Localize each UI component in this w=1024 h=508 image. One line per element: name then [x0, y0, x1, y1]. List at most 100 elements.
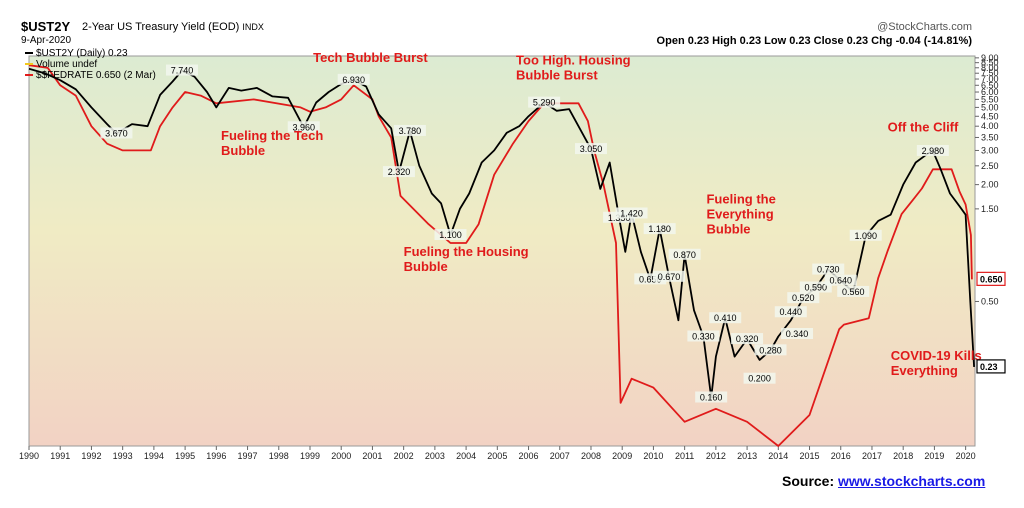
value-label-text: 0.320: [736, 334, 759, 344]
annotation-text: COVID-19 Kills Everything: [891, 348, 982, 378]
value-label-text: 0.640: [829, 276, 852, 286]
x-tick-label: 1994: [144, 451, 164, 461]
value-label-bg: [615, 207, 648, 219]
value-label: 1.100: [434, 229, 467, 241]
annotation-text: Fueling the Tech Bubble: [221, 128, 323, 158]
fedrate-line: [28, 64, 973, 447]
value-label-text: 0.590: [805, 283, 828, 293]
source-link[interactable]: www.stockcharts.com: [838, 473, 986, 489]
value-label: 0.640: [824, 274, 857, 286]
stockcharts-logo: @StockCharts.com: [877, 21, 972, 33]
value-label: 3.670: [100, 127, 133, 139]
chart-name: 2-Year US Treasury Yield (EOD) INDX: [82, 21, 264, 33]
last-value-text: 0.650: [980, 274, 1003, 284]
chart-name-suffix: INDX: [242, 22, 264, 32]
value-label-text: 2.980: [922, 146, 945, 156]
x-tick-label: 2003: [425, 451, 445, 461]
x-tick-label: 2012: [706, 451, 726, 461]
x-tick-label: 1991: [50, 451, 70, 461]
value-label-text: 3.960: [292, 122, 315, 132]
chart-name-text: 2-Year US Treasury Yield (EOD): [82, 21, 240, 33]
value-label-text: 0.560: [842, 287, 865, 297]
value-label: 1.180: [643, 223, 676, 235]
value-label: 0.870: [668, 248, 701, 260]
x-tick-label: 2008: [581, 451, 601, 461]
x-tick-label: 2014: [768, 451, 788, 461]
value-label-text: 1.420: [620, 208, 643, 218]
value-label-bg: [287, 121, 320, 133]
last-value-box: [976, 271, 1006, 286]
value-label-text: 1.100: [439, 230, 462, 240]
value-label-bg: [799, 281, 832, 293]
value-label-bg: [634, 273, 667, 285]
value-label: 0.410: [709, 312, 742, 324]
value-label: 0.340: [781, 327, 814, 339]
value-label-text: 0.330: [692, 331, 715, 341]
value-label-bg: [574, 143, 607, 155]
x-tick-label: 1996: [206, 451, 226, 461]
value-label-bg: [837, 285, 870, 297]
value-label: 1.090: [849, 229, 882, 241]
x-tick-label: 2013: [737, 451, 757, 461]
annotation-text: Fueling the Housing Bubble: [404, 244, 529, 274]
annotation-line: Bubble Burst: [516, 68, 598, 83]
value-label-bg: [812, 263, 845, 275]
annotation-text: Fueling the Everything Bubble: [706, 191, 775, 236]
value-label: 0.560: [837, 285, 870, 297]
value-label-text: 0.410: [714, 313, 737, 323]
value-label-text: 0.870: [673, 250, 696, 260]
x-tick-label: 1990: [19, 451, 39, 461]
value-label: 1.420: [615, 207, 648, 219]
value-label-text: 3.780: [399, 126, 422, 136]
x-tick-label: 2015: [800, 451, 820, 461]
y-tick-label: 8.00: [981, 63, 999, 73]
value-label-text: 1.090: [854, 231, 877, 241]
value-label-bg: [668, 248, 701, 260]
value-label: 2.980: [916, 145, 949, 157]
value-label: 0.520: [787, 292, 820, 304]
x-tick-label: 2009: [612, 451, 632, 461]
value-label: 0.440: [774, 306, 807, 318]
value-label-bg: [743, 372, 776, 384]
value-label-text: 2.320: [388, 167, 411, 177]
legend-label: Volume undef: [36, 59, 97, 70]
y-tick-label: 2.00: [981, 180, 999, 190]
y-tick-label: 3.00: [981, 145, 999, 155]
x-tick-label: 2006: [519, 451, 539, 461]
value-label: 0.670: [653, 270, 686, 282]
value-label: 3.960: [287, 121, 320, 133]
annotation-line: Bubble: [404, 259, 448, 274]
value-label-text: 7.740: [171, 66, 194, 76]
y-tick-label: 8.50: [981, 58, 999, 68]
value-label: 0.320: [731, 333, 764, 345]
value-label-text: 6.930: [342, 75, 365, 85]
value-label-bg: [643, 223, 676, 235]
value-label-bg: [787, 292, 820, 304]
legend-label: $$FEDRATE 0.650 (2 Mar): [36, 70, 156, 81]
value-label: 3.050: [574, 143, 607, 155]
y-tick-label: 4.50: [981, 111, 999, 121]
y-tick-label: 7.00: [981, 74, 999, 84]
plot-area: [28, 55, 976, 447]
x-tick-label: 1992: [81, 451, 101, 461]
x-tick-label: 2010: [643, 451, 663, 461]
y-tick-label: 1.50: [981, 204, 999, 214]
x-tick-label: 2004: [456, 451, 476, 461]
y-tick-label: 5.50: [981, 94, 999, 104]
value-label-text: 1.180: [648, 224, 671, 234]
value-label-bg: [731, 333, 764, 345]
value-label-text: 3.670: [105, 128, 128, 138]
value-label: 2.320: [382, 166, 415, 178]
y-tick-label: 5.00: [981, 102, 999, 112]
x-tick-label: 2002: [394, 451, 414, 461]
x-tick-label: 1997: [238, 451, 258, 461]
x-tick-label: 2018: [893, 451, 913, 461]
value-label-bg: [653, 270, 686, 282]
value-label: 0.330: [687, 330, 720, 342]
last-value-tag: 0.650: [976, 271, 1006, 286]
chart-date: 9-Apr-2020: [21, 35, 72, 46]
y-tick-label: 3.50: [981, 132, 999, 142]
value-label: 0.200: [743, 372, 776, 384]
value-label-text: 0.160: [700, 393, 723, 403]
annotation-line: Fueling the Tech: [221, 128, 323, 143]
